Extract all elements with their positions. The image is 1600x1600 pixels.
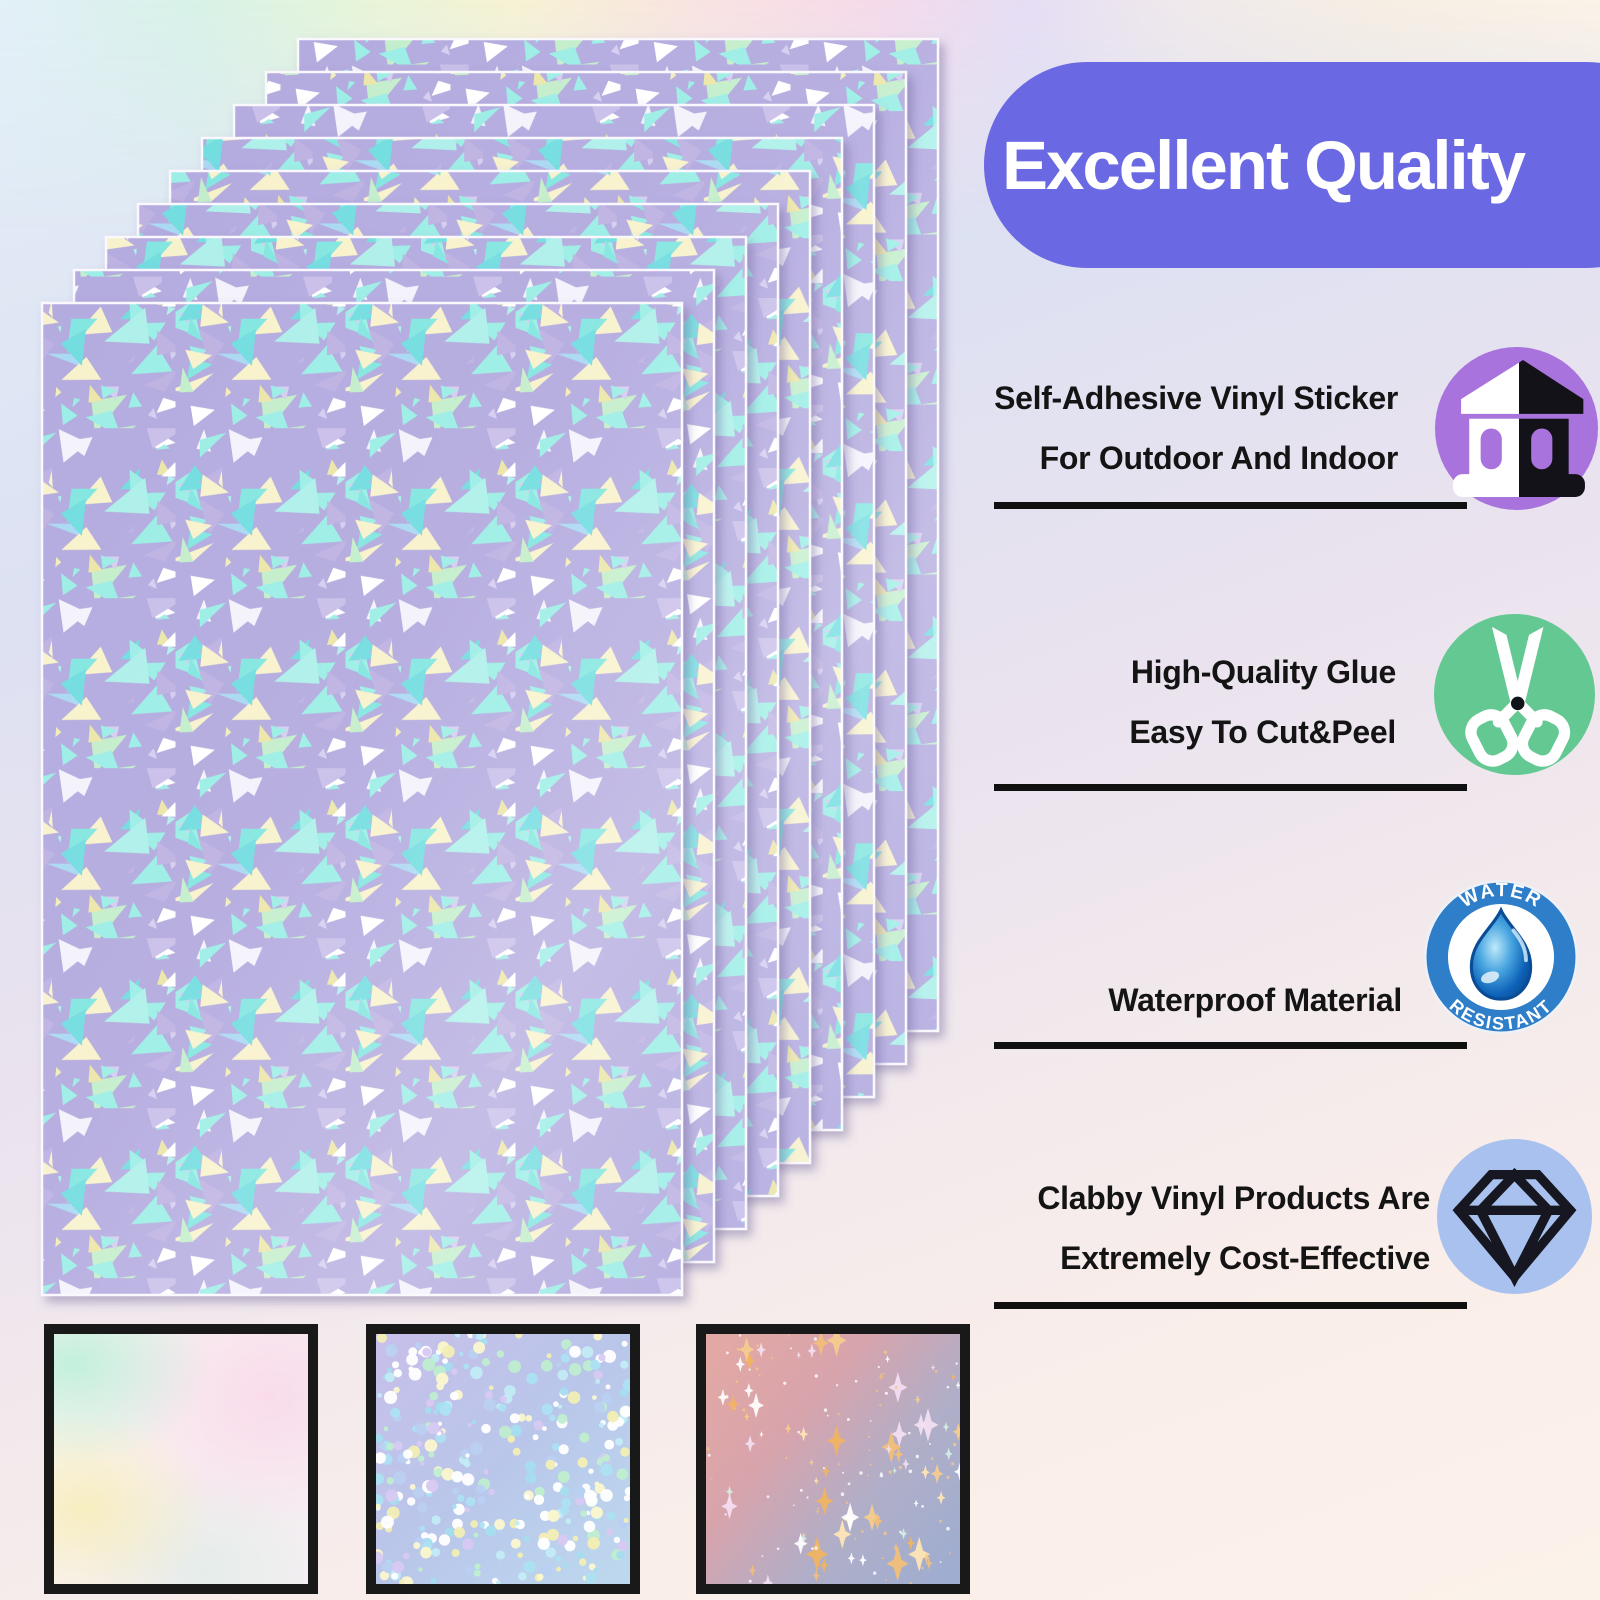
swatch-star-sparkle bbox=[696, 1324, 970, 1594]
feature-line: Self-Adhesive Vinyl Sticker bbox=[994, 380, 1398, 416]
feature-text-adhesive: Self-Adhesive Vinyl Sticker For Outdoor … bbox=[838, 368, 1398, 488]
scissors-icon bbox=[1434, 614, 1595, 775]
feature-line: Waterproof Material bbox=[1108, 982, 1402, 1018]
feature-line: High-Quality Glue bbox=[1130, 654, 1396, 690]
feature-line: Extremely Cost-Effective bbox=[1060, 1240, 1430, 1276]
holographic-sheet-stack bbox=[40, 37, 940, 1297]
divider-line bbox=[994, 1302, 1467, 1309]
feature-line: Clabby Vinyl Products Are bbox=[1037, 1180, 1430, 1216]
page-title: Excellent Quality bbox=[1002, 126, 1526, 204]
divider-line bbox=[994, 784, 1467, 791]
feature-line: For Outdoor And Indoor bbox=[1039, 440, 1399, 476]
building-icon bbox=[1435, 347, 1598, 510]
diamond-icon bbox=[1437, 1139, 1592, 1294]
feature-line: Easy To Cut&Peel bbox=[1129, 714, 1396, 750]
glitter-dots-pattern bbox=[376, 1334, 630, 1584]
swatch-glitter-dots bbox=[366, 1324, 640, 1594]
feature-text-waterproof: Waterproof Material bbox=[842, 970, 1402, 1030]
divider-line bbox=[994, 1042, 1467, 1049]
feature-text-glue: High-Quality Glue Easy To Cut&Peel bbox=[836, 642, 1396, 762]
swatch-plain-holographic bbox=[44, 1324, 318, 1594]
holographic-gradient bbox=[54, 1334, 308, 1584]
star-sparkle-pattern bbox=[706, 1334, 960, 1584]
divider-line bbox=[994, 502, 1467, 509]
title-banner: Excellent Quality bbox=[984, 62, 1600, 268]
water-resistant-badge: WATER RESISTANT bbox=[1423, 879, 1579, 1035]
feature-text-cost: Clabby Vinyl Products Are Extremely Cost… bbox=[870, 1168, 1430, 1288]
